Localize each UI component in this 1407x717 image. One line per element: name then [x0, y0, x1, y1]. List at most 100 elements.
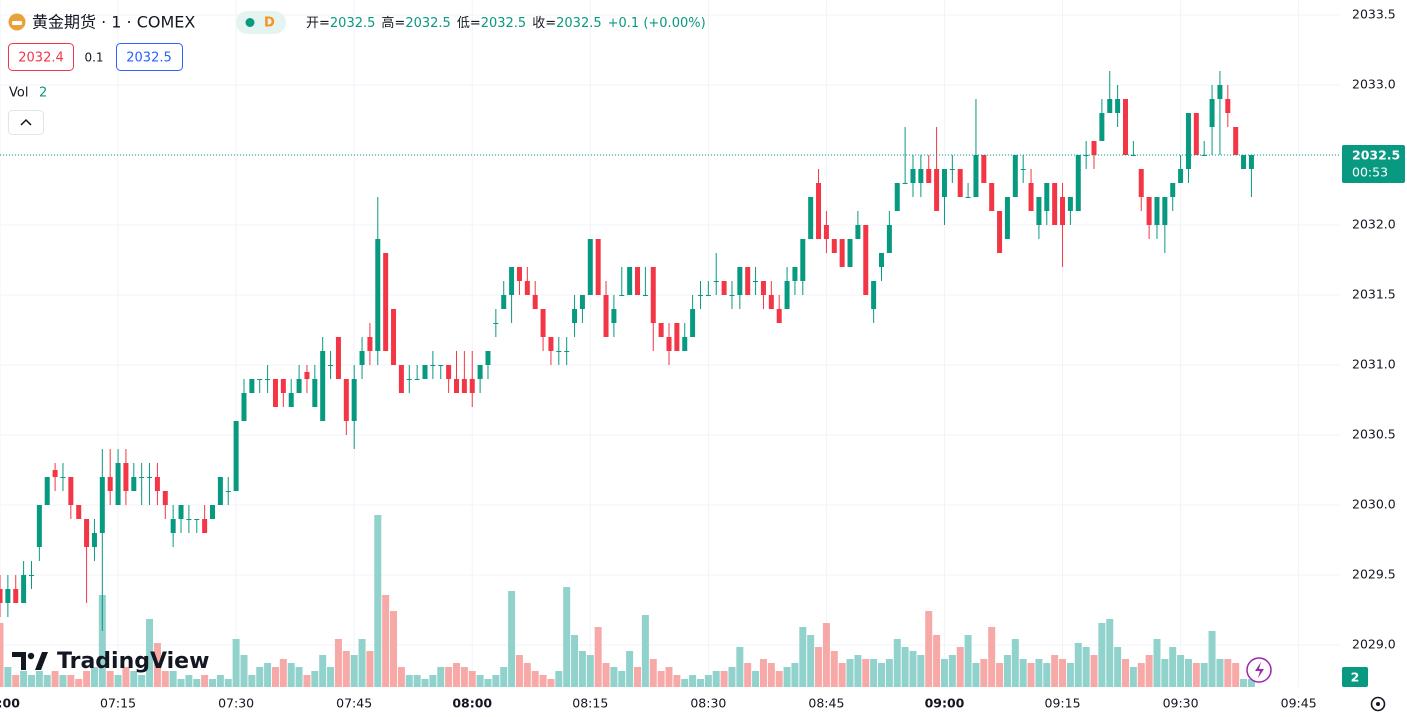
status-pill[interactable]: [236, 11, 286, 34]
candle-body: [477, 365, 483, 379]
legend-label: 低=: [457, 16, 481, 31]
volume-bar: [704, 675, 712, 687]
volume-bar: [1216, 659, 1224, 687]
candle-body: [1044, 183, 1050, 211]
volume-bar: [689, 675, 697, 687]
x-tick-label: 08:00: [452, 696, 492, 711]
candle-body: [1107, 99, 1113, 113]
candle-body: [1036, 197, 1042, 225]
volume-bar: [43, 675, 51, 687]
candle-body: [36, 505, 42, 547]
candle-body: [335, 337, 341, 379]
grid: [0, 0, 1340, 687]
candle-body: [422, 365, 428, 379]
volume-value-box: [1342, 667, 1368, 687]
collapse-button[interactable]: [8, 110, 44, 135]
settings-icon: [1376, 702, 1380, 706]
candle-body: [1217, 85, 1223, 99]
candle-body: [745, 267, 751, 295]
candle-body: [1146, 197, 1152, 225]
volume-bar: [940, 659, 948, 687]
candle-body: [619, 295, 625, 296]
volume-bar: [1114, 647, 1122, 687]
candle-body: [1052, 183, 1058, 225]
volume-bar: [925, 611, 933, 687]
candle-body: [233, 421, 239, 491]
y-tick-label: 2030.0: [1352, 497, 1396, 512]
candle-body: [516, 267, 522, 281]
candle-body: [965, 197, 971, 198]
candle-body: [627, 267, 633, 295]
candle-body: [1201, 155, 1207, 156]
volume-bar: [303, 675, 311, 687]
volume-bar: [681, 679, 689, 687]
volume-bar: [445, 667, 453, 687]
candle-body: [831, 239, 837, 253]
candle-body: [123, 463, 129, 491]
volume-bar: [885, 659, 893, 687]
x-tick-label: 09:00: [925, 696, 965, 711]
candle-body: [280, 379, 286, 393]
y-tick-label: 2031.0: [1352, 357, 1396, 372]
candle-body: [320, 351, 326, 421]
symbol-title[interactable]: 黄金期货 · 1 · COMEX: [32, 13, 195, 32]
volume-bar: [665, 667, 673, 687]
candle-body: [800, 239, 806, 281]
candle-body: [839, 239, 845, 267]
volume-bar: [90, 667, 98, 687]
candle-body: [13, 589, 19, 603]
candle-body: [658, 323, 664, 337]
volume-bar: [878, 663, 886, 687]
candle-body: [296, 379, 302, 393]
volume-bar: [4, 667, 12, 687]
volume-bar: [59, 675, 67, 687]
volume-bar: [1051, 655, 1059, 687]
volume-bar: [201, 675, 209, 687]
candle-body: [894, 183, 900, 211]
status-dot: [245, 18, 255, 27]
volume-bar: [1043, 663, 1051, 687]
volume-bar: [555, 671, 563, 687]
volume-bar: [901, 647, 909, 687]
candle-body: [524, 281, 530, 295]
buy-button[interactable]: [116, 43, 183, 71]
volume-bar: [114, 675, 122, 687]
candle-body: [304, 372, 310, 379]
candle-body: [383, 253, 389, 351]
volume-bar: [256, 667, 264, 687]
volume-bar: [279, 659, 287, 687]
volume-bar: [413, 675, 421, 687]
volume-bar: [1106, 619, 1114, 687]
volume-bar: [358, 639, 366, 687]
candle-body: [461, 379, 467, 393]
candle-body: [225, 491, 231, 492]
settings-button[interactable]: [1370, 696, 1386, 712]
volume-bar: [287, 663, 295, 687]
candle-body: [493, 323, 499, 324]
candle-body: [312, 379, 318, 407]
candle-body: [406, 379, 412, 380]
candle-body: [1012, 155, 1018, 197]
candle-body: [879, 253, 885, 267]
volume-bar: [492, 675, 500, 687]
candle-body: [792, 267, 798, 281]
candle-body: [99, 477, 105, 533]
candle-body: [1115, 99, 1121, 113]
sell-button[interactable]: [8, 43, 74, 71]
volume-bar: [767, 663, 775, 687]
x-tick-label: 08:30: [690, 696, 726, 711]
candle-body: [1130, 155, 1136, 156]
volume-bar: [547, 679, 555, 687]
volume-bar: [571, 635, 579, 687]
volume-bar: [854, 655, 862, 687]
volume-bar: [649, 659, 657, 687]
legend-label: 收=: [532, 16, 556, 31]
candle-body: [446, 365, 452, 379]
volume-bar: [980, 659, 988, 687]
candle-body: [973, 155, 979, 197]
legend-value: 2032.5: [405, 16, 451, 31]
candle-body: [910, 169, 916, 183]
logo-t: [12, 652, 26, 670]
